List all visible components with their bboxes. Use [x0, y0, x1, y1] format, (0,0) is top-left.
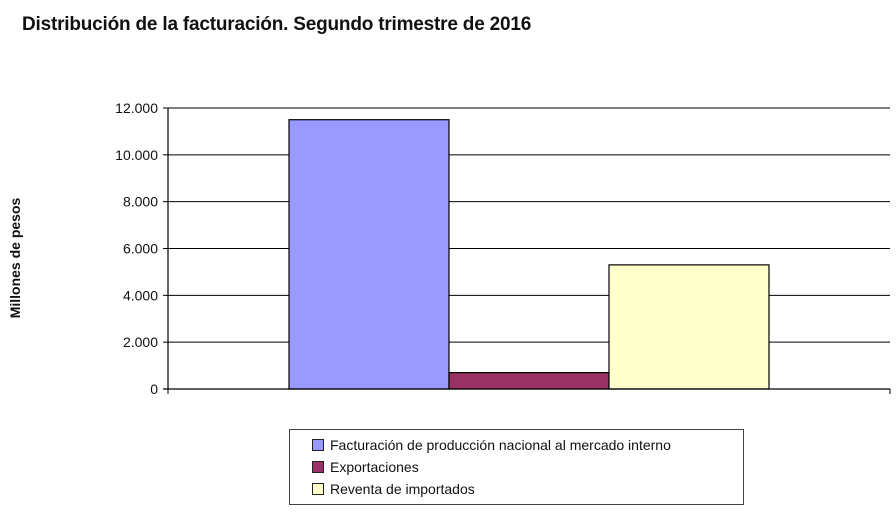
bar-chart: 0 2.000 4.000 6.000 8.000 10.000 12.000 Millon… — [7, 100, 891, 397]
bar — [448, 372, 610, 390]
y-tick-label: 2.000 — [123, 334, 158, 350]
legend-swatch — [312, 483, 324, 495]
y-tick-label: 8.000 — [123, 194, 158, 210]
bar — [608, 264, 770, 390]
bars — [288, 119, 770, 390]
y-axis-label: Millones de pesos — [7, 197, 23, 318]
bar — [288, 119, 450, 390]
legend-item: Exportaciones — [312, 456, 743, 478]
gridlines — [168, 107, 890, 343]
y-tick-label: 6.000 — [123, 241, 158, 257]
legend-swatch — [312, 439, 324, 451]
y-tick-label: 10.000 — [115, 147, 158, 163]
legend-item: Reventa de importados — [312, 478, 743, 500]
legend-label: Exportaciones — [330, 459, 419, 475]
y-tick-label: 12.000 — [115, 100, 158, 116]
y-tick-label: 4.000 — [123, 287, 158, 303]
legend-label: Facturación de producción nacional al me… — [330, 437, 671, 453]
y-tick-label: 0 — [150, 381, 158, 397]
legend-swatch — [312, 461, 324, 473]
legend-item: Facturación de producción nacional al me… — [312, 434, 743, 456]
legend-label: Reventa de importados — [330, 481, 475, 497]
legend: Facturación de producción nacional al me… — [289, 429, 744, 505]
axes: 0 2.000 4.000 6.000 8.000 10.000 12.000 — [115, 100, 891, 397]
chart-title: Distribución de la facturación. Segundo … — [22, 14, 532, 35]
